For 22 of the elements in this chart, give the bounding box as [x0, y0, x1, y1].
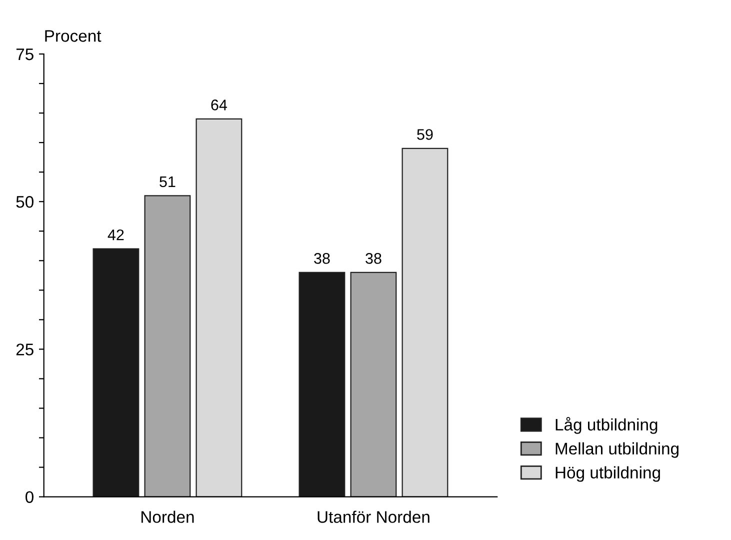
- x-tick-label: Norden: [142, 510, 194, 523]
- data-label: 59: [417, 129, 433, 140]
- bar: [350, 272, 397, 497]
- y-tick-label: 0: [26, 491, 34, 504]
- data-label: 38: [366, 253, 382, 264]
- data-label: 64: [211, 100, 228, 110]
- y-tick-label: 75: [16, 48, 34, 60]
- legend-label: Mellan utbildning: [556, 442, 678, 458]
- y-tick-label: 50: [16, 196, 34, 208]
- data-label: 51: [160, 176, 176, 188]
- bar: [92, 248, 140, 497]
- bar: [402, 148, 448, 497]
- legend-label: Låg utbildning: [556, 416, 658, 434]
- bar: [298, 272, 346, 497]
- data-label: 38: [314, 253, 330, 264]
- y-axis-title: Procent: [45, 30, 102, 42]
- data-label: 42: [108, 229, 124, 240]
- legend-label: Hög utbildning: [556, 466, 660, 482]
- x-tick-label: Utanför Norden: [318, 510, 430, 523]
- bar: [196, 118, 242, 497]
- bar: [144, 195, 191, 497]
- y-tick-label: 25: [16, 344, 34, 356]
